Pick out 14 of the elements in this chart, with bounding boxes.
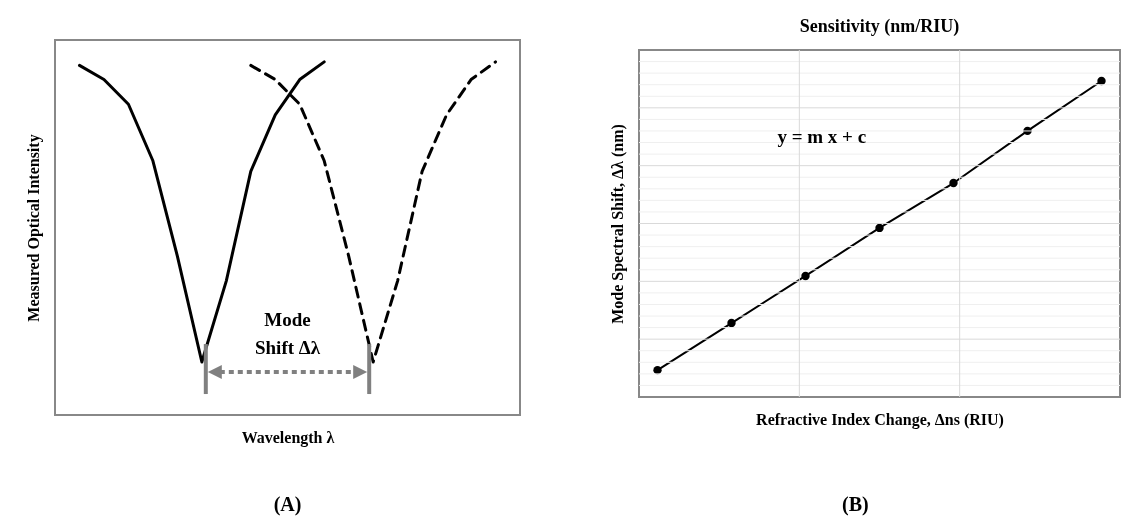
annotation: y = m x + c xyxy=(777,125,867,147)
text: (B) xyxy=(842,493,869,516)
point xyxy=(1097,76,1106,86)
text: (A) xyxy=(273,493,302,516)
point xyxy=(801,271,810,281)
point xyxy=(949,178,958,188)
y-axis-title: Mode Spectral Shift, Δλ (nm) xyxy=(608,124,627,324)
y-axis-title: Measured Optical Intensity xyxy=(24,134,43,322)
point xyxy=(875,223,884,233)
x-axis-title: Refractive Index Change, Δns (RIU) xyxy=(756,410,1004,429)
chart-title: Sensitivity (nm/RIU) xyxy=(799,15,960,37)
point xyxy=(727,318,736,328)
x-axis-title: Wavelength λ xyxy=(241,428,335,447)
annotation: Mode Shift Δλ xyxy=(254,309,321,359)
